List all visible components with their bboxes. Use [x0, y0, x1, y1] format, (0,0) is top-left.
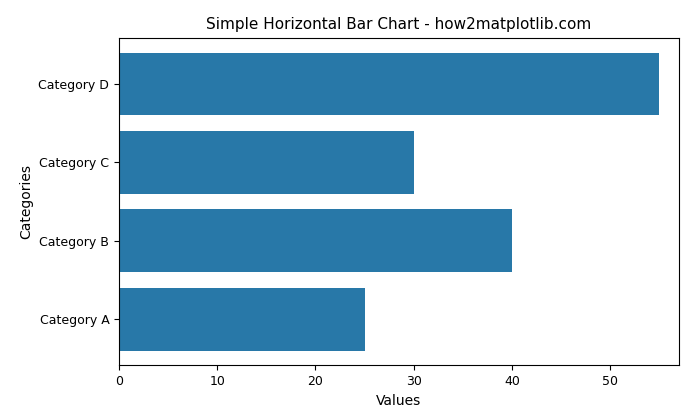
Bar — [119, 52, 659, 116]
Bar — [119, 210, 512, 272]
Bar — [119, 288, 365, 351]
X-axis label: Values: Values — [377, 394, 421, 408]
Y-axis label: Categories: Categories — [19, 164, 33, 239]
Bar — [119, 131, 414, 194]
Title: Simple Horizontal Bar Chart - how2matplotlib.com: Simple Horizontal Bar Chart - how2matplo… — [206, 18, 592, 32]
